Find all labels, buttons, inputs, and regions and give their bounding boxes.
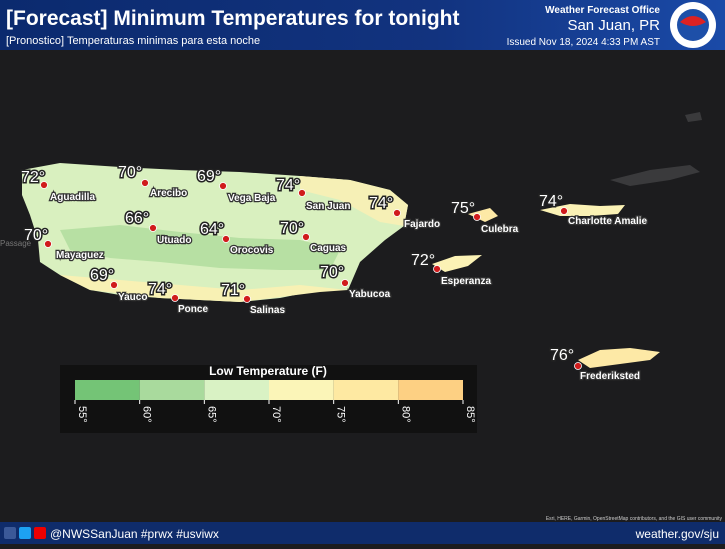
city-dot <box>560 207 568 215</box>
city-name: Charlotte Amalie <box>568 216 648 227</box>
city-dot <box>110 281 118 289</box>
legend-tick-label: 80° <box>399 406 411 423</box>
city-name: Yabucoa <box>349 289 391 300</box>
temperature: 70° <box>320 264 344 281</box>
handle: @NWSSanJuan #prwx #usviwx <box>50 527 219 541</box>
city-dot <box>141 179 149 187</box>
legend-tick-label: 65° <box>205 406 217 423</box>
youtube-icon[interactable] <box>34 527 46 539</box>
temperature: 70° <box>280 220 304 237</box>
temperature: 74° <box>369 195 393 212</box>
legend-tick-label: 70° <box>270 406 282 423</box>
legend-swatch <box>333 380 399 400</box>
legend-swatch <box>139 380 205 400</box>
temperature: 71° <box>221 282 245 299</box>
city-name: Esperanza <box>441 276 491 287</box>
city-dot <box>574 362 582 370</box>
legend-tick-label: 75° <box>335 406 347 423</box>
city-dot <box>219 182 227 190</box>
city-name: Ponce <box>178 304 208 315</box>
temperature: 74° <box>148 281 172 298</box>
water-label: Passage <box>0 239 32 248</box>
city-name: Aguadilla <box>50 192 95 203</box>
city-name: Vega Baja <box>228 193 276 204</box>
city-dot <box>171 294 179 302</box>
legend-swatch <box>398 380 463 400</box>
temperature: 69° <box>90 267 114 284</box>
attribution: Esri, HERE, Garmin, OpenStreetMap contri… <box>546 516 723 522</box>
legend-swatch <box>269 380 334 400</box>
legend-title: Low Temperature (F) <box>209 364 327 378</box>
city-dot <box>40 181 48 189</box>
url[interactable]: weather.gov/sju <box>635 527 719 541</box>
city-dot <box>393 209 401 217</box>
subtitle: [Pronostico] Temperaturas minimas para e… <box>6 35 260 47</box>
city-name: Fajardo <box>404 219 440 230</box>
city-name: San Juan <box>306 201 350 212</box>
islands <box>22 112 702 368</box>
city-name: Orocovis <box>230 245 274 256</box>
issued: Issued Nov 18, 2024 4:33 PM AST <box>507 37 660 48</box>
city-name: Yauco <box>118 292 147 303</box>
temperature: 69° <box>197 168 221 185</box>
legend-tick-label: 55° <box>76 406 88 423</box>
temperature: 72° <box>411 252 435 269</box>
city-name: Frederiksted <box>580 371 640 382</box>
legend-tick-label: 85° <box>464 406 476 423</box>
city-name: Salinas <box>250 305 285 316</box>
city-dot <box>473 213 481 221</box>
city-dot <box>298 189 306 197</box>
city-dot <box>302 233 310 241</box>
city-name: Mayaguez <box>56 250 104 261</box>
city-dot <box>44 240 52 248</box>
city-dot <box>222 235 230 243</box>
temperature: 76° <box>550 347 574 364</box>
nws-logo-mark <box>680 16 706 26</box>
office: Weather Forecast Office <box>545 5 660 16</box>
temperature: 74° <box>276 177 300 194</box>
temperature: 64° <box>200 221 224 238</box>
legend-swatch <box>75 380 140 400</box>
legend-tick-label: 60° <box>141 406 153 423</box>
city-name: Arecibo <box>150 188 187 199</box>
city-dot <box>341 279 349 287</box>
footer <box>0 522 725 544</box>
legend: 55° 60° 65° 70° 75° 80° 85° <box>74 380 476 423</box>
temperature: 74° <box>539 193 563 210</box>
city-name: Caguas <box>310 243 347 254</box>
city-dot <box>433 265 441 273</box>
facebook-icon[interactable] <box>4 527 16 539</box>
header <box>0 0 725 50</box>
temperature: 70° <box>24 227 48 244</box>
legend-swatch <box>204 380 269 400</box>
temperature: 75° <box>451 200 475 217</box>
temperature: 72° <box>21 169 45 186</box>
city-dot <box>149 224 157 232</box>
city-dot <box>243 295 251 303</box>
city-name: Culebra <box>481 224 519 235</box>
temperature: 70° <box>118 164 142 181</box>
twitter-icon[interactable] <box>19 527 31 539</box>
location: San Juan, PR <box>567 17 660 34</box>
city-name: Utuado <box>157 235 191 246</box>
title: [Forecast] Minimum Temperatures for toni… <box>6 7 459 30</box>
temperature: 66° <box>125 210 149 227</box>
